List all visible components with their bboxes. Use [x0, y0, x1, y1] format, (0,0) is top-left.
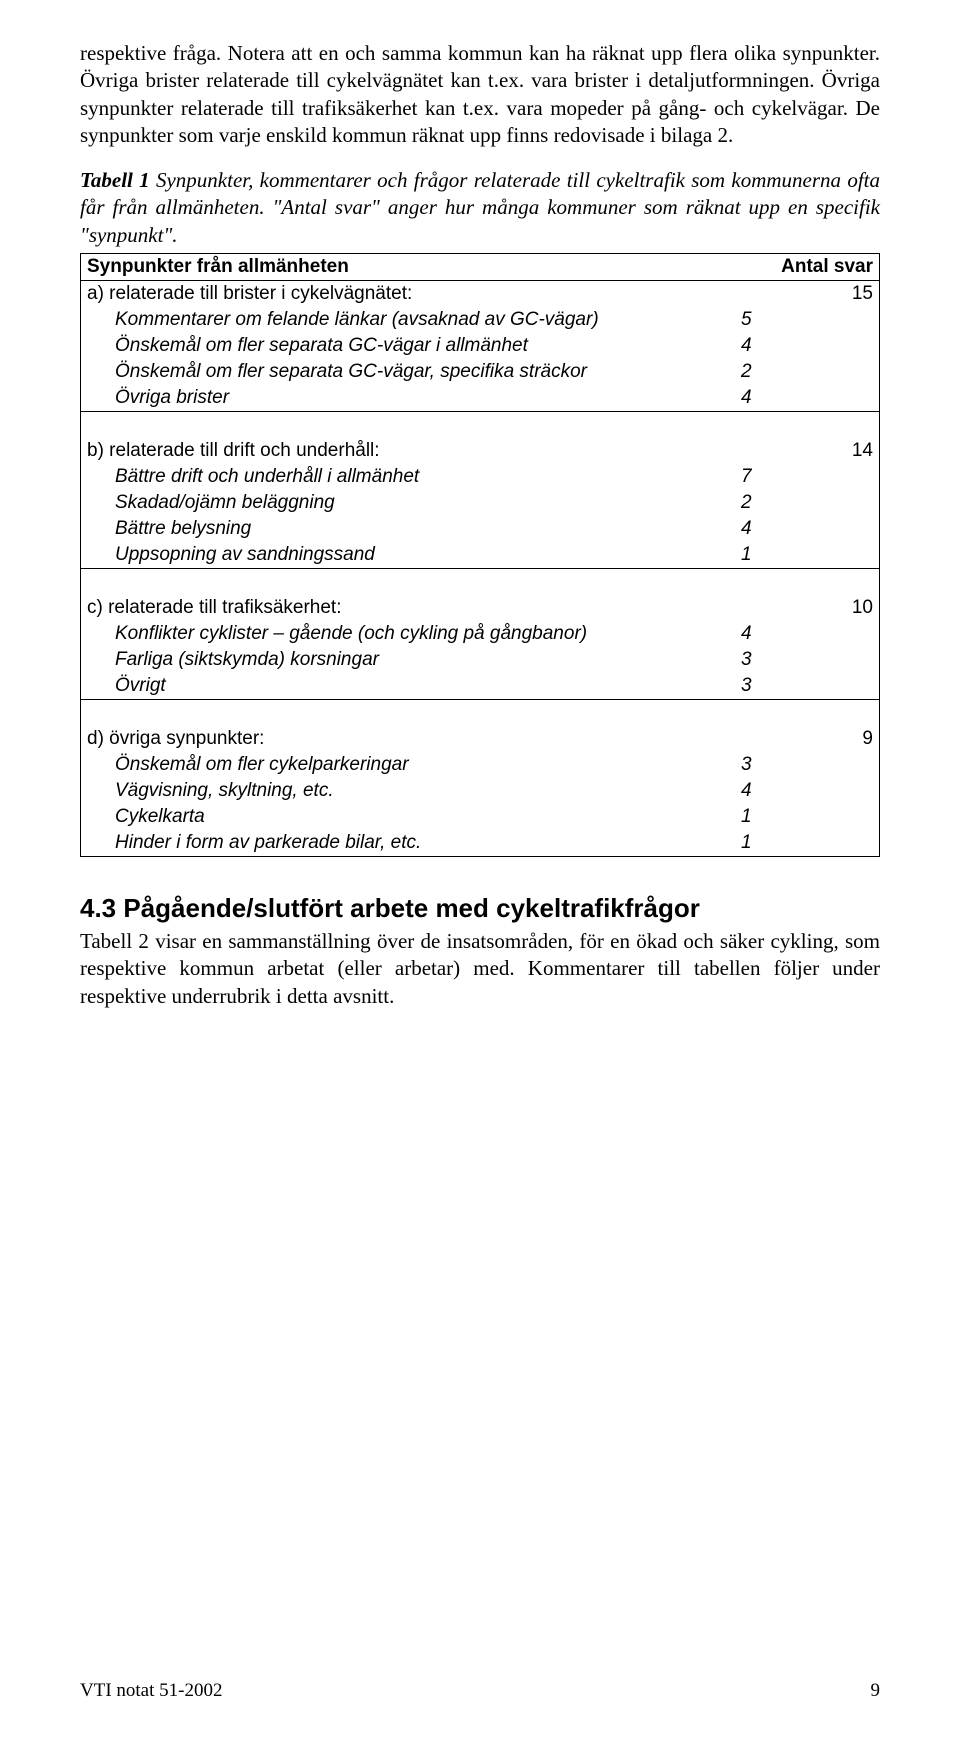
- table-cell-empty: [807, 333, 880, 359]
- table-cell-empty: [735, 438, 807, 464]
- table-item-label: Bättre belysning: [81, 516, 736, 542]
- table-item-value: 1: [735, 804, 807, 830]
- table-item-value: 2: [735, 490, 807, 516]
- table-cell-empty: [807, 778, 880, 804]
- table-group-total: 15: [807, 281, 880, 308]
- table-item-label: Kommentarer om felande länkar (avsaknad …: [81, 307, 736, 333]
- table-cell-empty: [807, 385, 880, 412]
- table-header-col1: Synpunkter från allmänheten: [81, 254, 736, 281]
- table-item-label: Vägvisning, skyltning, etc.: [81, 778, 736, 804]
- table-item-value: 4: [735, 621, 807, 647]
- table-item-value: 4: [735, 333, 807, 359]
- table-item-value: 3: [735, 673, 807, 700]
- caption-text: Synpunkter, kommentarer och frågor relat…: [80, 168, 880, 247]
- table-item-value: 4: [735, 516, 807, 542]
- table-group-total: 9: [807, 726, 880, 752]
- caption-label: Tabell 1: [80, 168, 150, 192]
- table-cell-empty: [807, 621, 880, 647]
- table-group-total: 14: [807, 438, 880, 464]
- table-item-value: 7: [735, 464, 807, 490]
- table-header-col2: Antal svar: [735, 254, 880, 281]
- table-cell-empty: [735, 595, 807, 621]
- table-item-label: Önskemål om fler cykelparkeringar: [81, 752, 736, 778]
- table-item-value: 2: [735, 359, 807, 385]
- table-item-label: Bättre drift och underhåll i allmänhet: [81, 464, 736, 490]
- table-item-label: Konflikter cyklister – gående (och cykli…: [81, 621, 736, 647]
- table-cell-empty: [807, 307, 880, 333]
- page-footer: VTI notat 51-2002 9: [80, 1680, 880, 1702]
- table-item-label: Hinder i form av parkerade bilar, etc.: [81, 830, 736, 857]
- table-item-label: Farliga (siktskymda) korsningar: [81, 647, 736, 673]
- table-cell-empty: [735, 281, 807, 308]
- table-cell-empty: [735, 726, 807, 752]
- footer-right: 9: [871, 1680, 881, 1702]
- table-cell-empty: [807, 359, 880, 385]
- table-item-label: Övrigt: [81, 673, 736, 700]
- table-item-value: 4: [735, 385, 807, 412]
- page: respektive fråga. Notera att en och samm…: [0, 0, 960, 1742]
- table-item-label: Cykelkarta: [81, 804, 736, 830]
- table-item-value: 1: [735, 542, 807, 569]
- table-item-value: 4: [735, 778, 807, 804]
- table-spacer: [81, 412, 880, 439]
- table-cell-empty: [807, 647, 880, 673]
- table-cell-empty: [807, 804, 880, 830]
- table-item-value: 5: [735, 307, 807, 333]
- table-cell-empty: [807, 752, 880, 778]
- table-caption: Tabell 1 Synpunkter, kommentarer och frå…: [80, 167, 880, 249]
- footer-left: VTI notat 51-2002: [80, 1680, 222, 1702]
- table-item-value: 3: [735, 647, 807, 673]
- intro-paragraph: respektive fråga. Notera att en och samm…: [80, 40, 880, 149]
- table-item-label: Önskemål om fler separata GC-vägar i all…: [81, 333, 736, 359]
- synpunkter-table: Synpunkter från allmänheten Antal svar a…: [80, 253, 880, 857]
- table-item-label: Önskemål om fler separata GC-vägar, spec…: [81, 359, 736, 385]
- table-group-title: b) relaterade till drift och underhåll:: [81, 438, 736, 464]
- table-item-label: Skadad/ojämn beläggning: [81, 490, 736, 516]
- section-heading-4-3: 4.3 Pågående/slutfört arbete med cykeltr…: [80, 893, 880, 924]
- table-group-title: d) övriga synpunkter:: [81, 726, 736, 752]
- table-spacer: [81, 569, 880, 596]
- body-paragraph: Tabell 2 visar en sammanställning över d…: [80, 928, 880, 1010]
- table-cell-empty: [807, 464, 880, 490]
- table-group-title: a) relaterade till brister i cykelvägnät…: [81, 281, 736, 308]
- table-cell-empty: [807, 830, 880, 857]
- table-item-value: 3: [735, 752, 807, 778]
- table-item-value: 1: [735, 830, 807, 857]
- table-spacer: [81, 700, 880, 727]
- table-group-total: 10: [807, 595, 880, 621]
- table-cell-empty: [807, 542, 880, 569]
- table-cell-empty: [807, 673, 880, 700]
- table-item-label: Övriga brister: [81, 385, 736, 412]
- table-group-title: c) relaterade till trafiksäkerhet:: [81, 595, 736, 621]
- table-cell-empty: [807, 516, 880, 542]
- table-cell-empty: [807, 490, 880, 516]
- table-item-label: Uppsopning av sandningssand: [81, 542, 736, 569]
